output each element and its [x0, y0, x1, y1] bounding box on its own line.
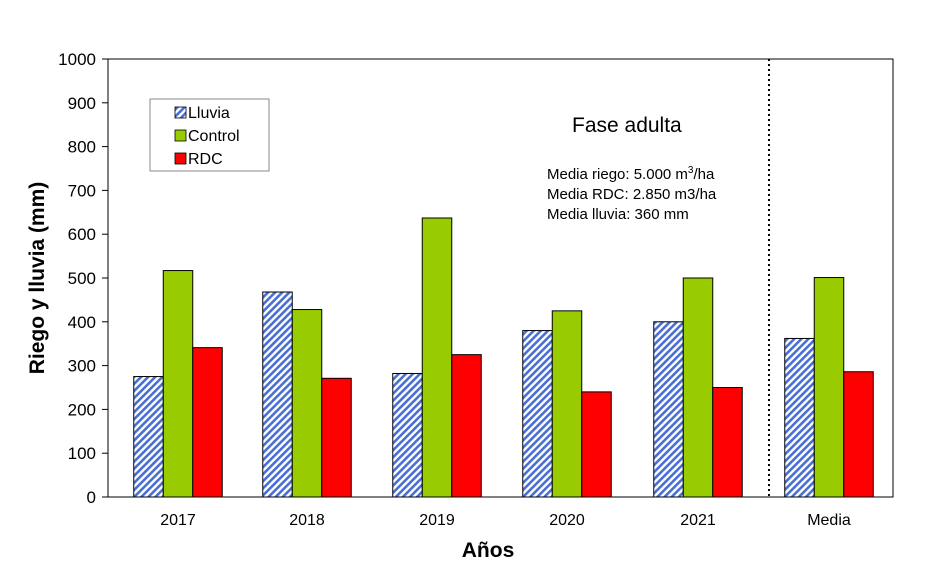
- x-axis-ticks: 2017 2018 2019 2020 2021 Media: [160, 512, 851, 529]
- legend: Lluvia Control RDC: [149, 98, 270, 172]
- y-tick-label: 600: [68, 225, 96, 244]
- y-tick-label: 0: [87, 488, 96, 507]
- bar-rdc-2019: [451, 354, 482, 498]
- legend-label-control: Control: [188, 128, 240, 145]
- legend-label-rdc: RDC: [188, 151, 223, 168]
- bar-control-2018: [291, 309, 323, 498]
- y-axis-title: Riego y lluvia (mm): [26, 182, 49, 375]
- y-tick-label: 200: [68, 400, 96, 419]
- bar-lluvia-2019: [392, 372, 423, 498]
- y-tick-label: 500: [68, 269, 96, 288]
- annotation-title: Fase adulta: [572, 114, 682, 137]
- y-tick-label: 900: [68, 94, 96, 113]
- bar-control-2019: [421, 217, 453, 498]
- bar-lluvia-2020: [522, 330, 553, 498]
- annotation-lluvia: Media lluvia: 360 mm: [547, 206, 689, 223]
- x-tick-label: 2019: [419, 512, 455, 529]
- legend-swatch-rdc: [174, 152, 187, 165]
- annotation-riego-prefix: Media riego: 5.000 m: [547, 166, 688, 183]
- legend-label-lluvia: Lluvia: [188, 105, 230, 122]
- bar-lluvia-media: [784, 337, 815, 498]
- legend-swatch-lluvia: [174, 106, 187, 119]
- bars: [133, 217, 874, 498]
- bar-control-2020: [551, 310, 583, 498]
- x-tick-label: 2020: [549, 512, 585, 529]
- x-tick-label: 2018: [289, 512, 325, 529]
- y-tick-label: 400: [68, 313, 96, 332]
- bar-rdc-2020: [581, 391, 612, 498]
- y-tick-label: 300: [68, 357, 96, 376]
- plot-area: [107, 58, 894, 498]
- annotation-riego: Media riego: 5.000 m3/ha: [547, 165, 715, 183]
- y-axis-ticks: 0 100 200 300 400 500 600 700 800 900 1000: [58, 50, 108, 507]
- annotation: Fase adulta Media riego: 5.000 m3/ha Med…: [547, 114, 717, 223]
- x-tick-label: 2017: [160, 512, 196, 529]
- y-tick-label: 800: [68, 138, 96, 157]
- bar-rdc-2017: [192, 347, 223, 498]
- x-tick-label: 2021: [680, 512, 716, 529]
- y-tick-label: 100: [68, 444, 96, 463]
- bar-control-2021: [682, 277, 714, 498]
- bar-rdc-media: [843, 371, 874, 498]
- annotation-rdc: Media RDC: 2.850 m3/ha: [547, 186, 717, 203]
- bar-control-2017: [162, 270, 194, 498]
- annotation-riego-suffix: /ha: [693, 166, 715, 183]
- y-tick-label: 700: [68, 181, 96, 200]
- bar-rdc-2021: [712, 387, 743, 498]
- legend-box: [149, 98, 270, 172]
- bar-lluvia-2017: [133, 376, 164, 498]
- legend-swatch-control: [174, 129, 187, 142]
- bar-rdc-2018: [321, 377, 352, 498]
- y-tick-label: 1000: [58, 50, 96, 69]
- x-axis-title: Años: [462, 539, 515, 562]
- bar-control-media: [813, 277, 845, 498]
- x-tick-label: Media: [807, 512, 851, 529]
- bar-lluvia-2021: [653, 321, 684, 498]
- bar-lluvia-2018: [262, 291, 293, 498]
- annotation-riego-sup: 3: [688, 165, 694, 176]
